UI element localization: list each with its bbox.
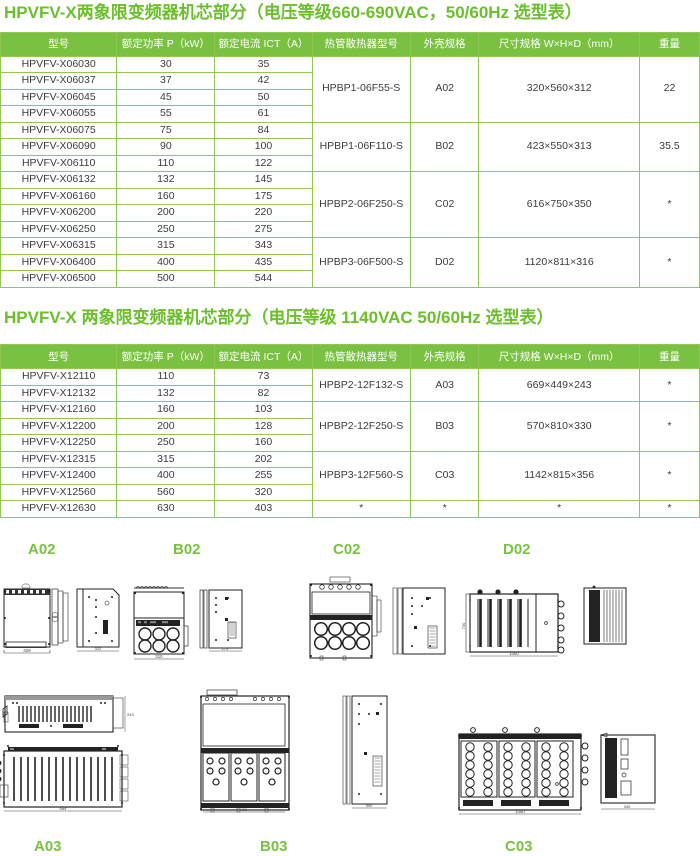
svg-text:328: 328 — [23, 648, 31, 653]
svg-text:243: 243 — [127, 712, 134, 717]
svg-text:310: 310 — [155, 654, 163, 659]
svg-text:1060: 1060 — [509, 651, 519, 656]
svg-text:730: 730 — [461, 622, 466, 629]
svg-text:1060: 1060 — [515, 809, 525, 814]
svg-text:330: 330 — [624, 804, 631, 809]
svg-text:274: 274 — [222, 646, 229, 651]
svg-text:494: 494 — [59, 806, 67, 811]
svg-text:312: 312 — [95, 646, 102, 651]
svg-text:430: 430 — [241, 807, 248, 812]
svg-text:300: 300 — [366, 803, 373, 808]
